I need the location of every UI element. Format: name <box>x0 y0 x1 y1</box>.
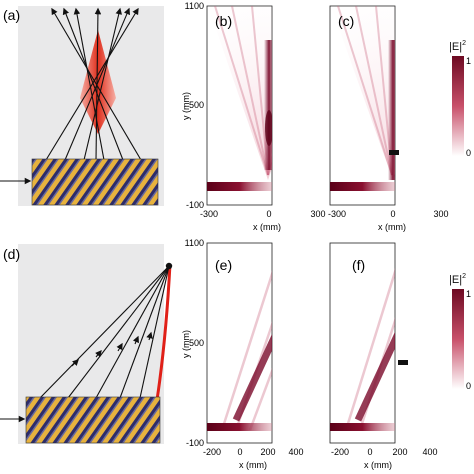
bottom-y-tick-minus100: -100 <box>186 438 204 448</box>
f-x-tick-0: 0 <box>367 447 372 457</box>
panel-d-label: (d) <box>3 246 20 262</box>
panel-f-label: (f) <box>352 257 365 273</box>
top-colorbar-min: 0 <box>466 148 471 158</box>
f-x-axis-label: x (mm) <box>364 460 392 470</box>
f-x-tick-200: 200 <box>392 447 407 457</box>
panel-c-label: (c) <box>338 13 354 29</box>
c-x-tick-300: 300 <box>433 209 448 219</box>
panel-e-label: (e) <box>215 257 232 273</box>
bottom-y-axis-label: y (mm) <box>181 330 191 358</box>
top-x-axis-c: -300 0 300 x (mm) <box>328 209 449 232</box>
top-y-tick-500: 500 <box>189 100 204 110</box>
e-x-tick-400: 400 <box>288 447 303 457</box>
b-x-tick-300: 300 <box>310 209 325 219</box>
panel-c-fan-glow <box>331 6 395 180</box>
e-x-tick-0: 0 <box>237 447 242 457</box>
top-x-axis-b: -300 0 300 x (mm) <box>200 209 326 232</box>
c-x-tick-minus300: -300 <box>328 209 346 219</box>
panel-b-source-line <box>207 182 272 191</box>
bottom-colorbar-min: 0 <box>466 381 471 391</box>
top-colorbar: |E|2 1 0 <box>449 40 471 158</box>
bottom-colorbar-max: 1 <box>466 289 471 299</box>
top-colorbar-label: |E|2 <box>449 40 466 53</box>
panel-e-curved-beam <box>232 333 272 422</box>
f-x-tick-400: 400 <box>422 447 437 457</box>
b-x-tick-0: 0 <box>266 209 271 219</box>
top-colorbar-max: 1 <box>466 56 471 66</box>
panel-c-main-beam <box>388 40 395 180</box>
bottom-colorbar: |E|2 1 0 <box>449 273 471 391</box>
top-y-axis-label: y (mm) <box>181 92 191 120</box>
top-colorbar-gradient <box>452 56 464 156</box>
bottom-x-axis-f: -200 0 200 400 x (mm) <box>331 447 438 470</box>
panel-b: (b) <box>206 5 273 206</box>
panel-f-curved-beam <box>354 331 395 422</box>
curved-trajectory <box>155 263 172 401</box>
c-x-tick-0: 0 <box>390 209 395 219</box>
e-x-tick-200: 200 <box>260 447 275 457</box>
panel-f-obstacle <box>398 360 408 365</box>
f-x-tick-minus200: -200 <box>331 447 349 457</box>
b-x-tick-minus300: -300 <box>200 209 218 219</box>
bottom-x-axis-e: -200 0 200 400 x (mm) <box>203 447 304 470</box>
e-x-axis-label: x (mm) <box>239 460 267 470</box>
top-y-axis: 1100 500 -100 y (mm) <box>181 1 204 210</box>
panel-b-main-beam <box>264 40 272 170</box>
panel-e: (e) <box>206 242 273 444</box>
panel-c-obstacle <box>389 150 399 155</box>
top-y-tick-minus100: -100 <box>186 200 204 210</box>
bottom-y-axis: 1100 500 -100 y (mm) <box>181 238 204 448</box>
e-x-tick-minus200: -200 <box>203 447 221 457</box>
bottom-y-tick-500: 500 <box>189 338 204 348</box>
top-y-tick-1100: 1100 <box>185 1 204 11</box>
grating-source-d <box>25 396 161 444</box>
ray-bundle-d <box>39 265 170 399</box>
panel-f-source-line <box>330 423 395 431</box>
bottom-y-tick-1100: 1100 <box>185 238 204 248</box>
panel-a: (a) <box>0 6 164 206</box>
panel-e-source-line <box>207 423 272 431</box>
grating-source <box>31 158 159 206</box>
panel-d: (d) <box>0 244 173 444</box>
bottom-colorbar-gradient <box>452 289 464 389</box>
panel-c: (c) <box>329 5 399 206</box>
panel-c-source-line <box>330 182 395 191</box>
panel-a-label: (a) <box>3 7 20 23</box>
ray-bundle <box>45 7 142 161</box>
bottom-colorbar-label: |E|2 <box>449 273 466 286</box>
panel-b-label: (b) <box>215 13 232 29</box>
panel-f: (f) <box>329 242 408 444</box>
b-x-axis-label: x (mm) <box>253 222 281 232</box>
panel-b-focus <box>265 110 272 146</box>
panel-b-fan-glow <box>208 6 272 180</box>
c-x-axis-label: x (mm) <box>378 222 406 232</box>
